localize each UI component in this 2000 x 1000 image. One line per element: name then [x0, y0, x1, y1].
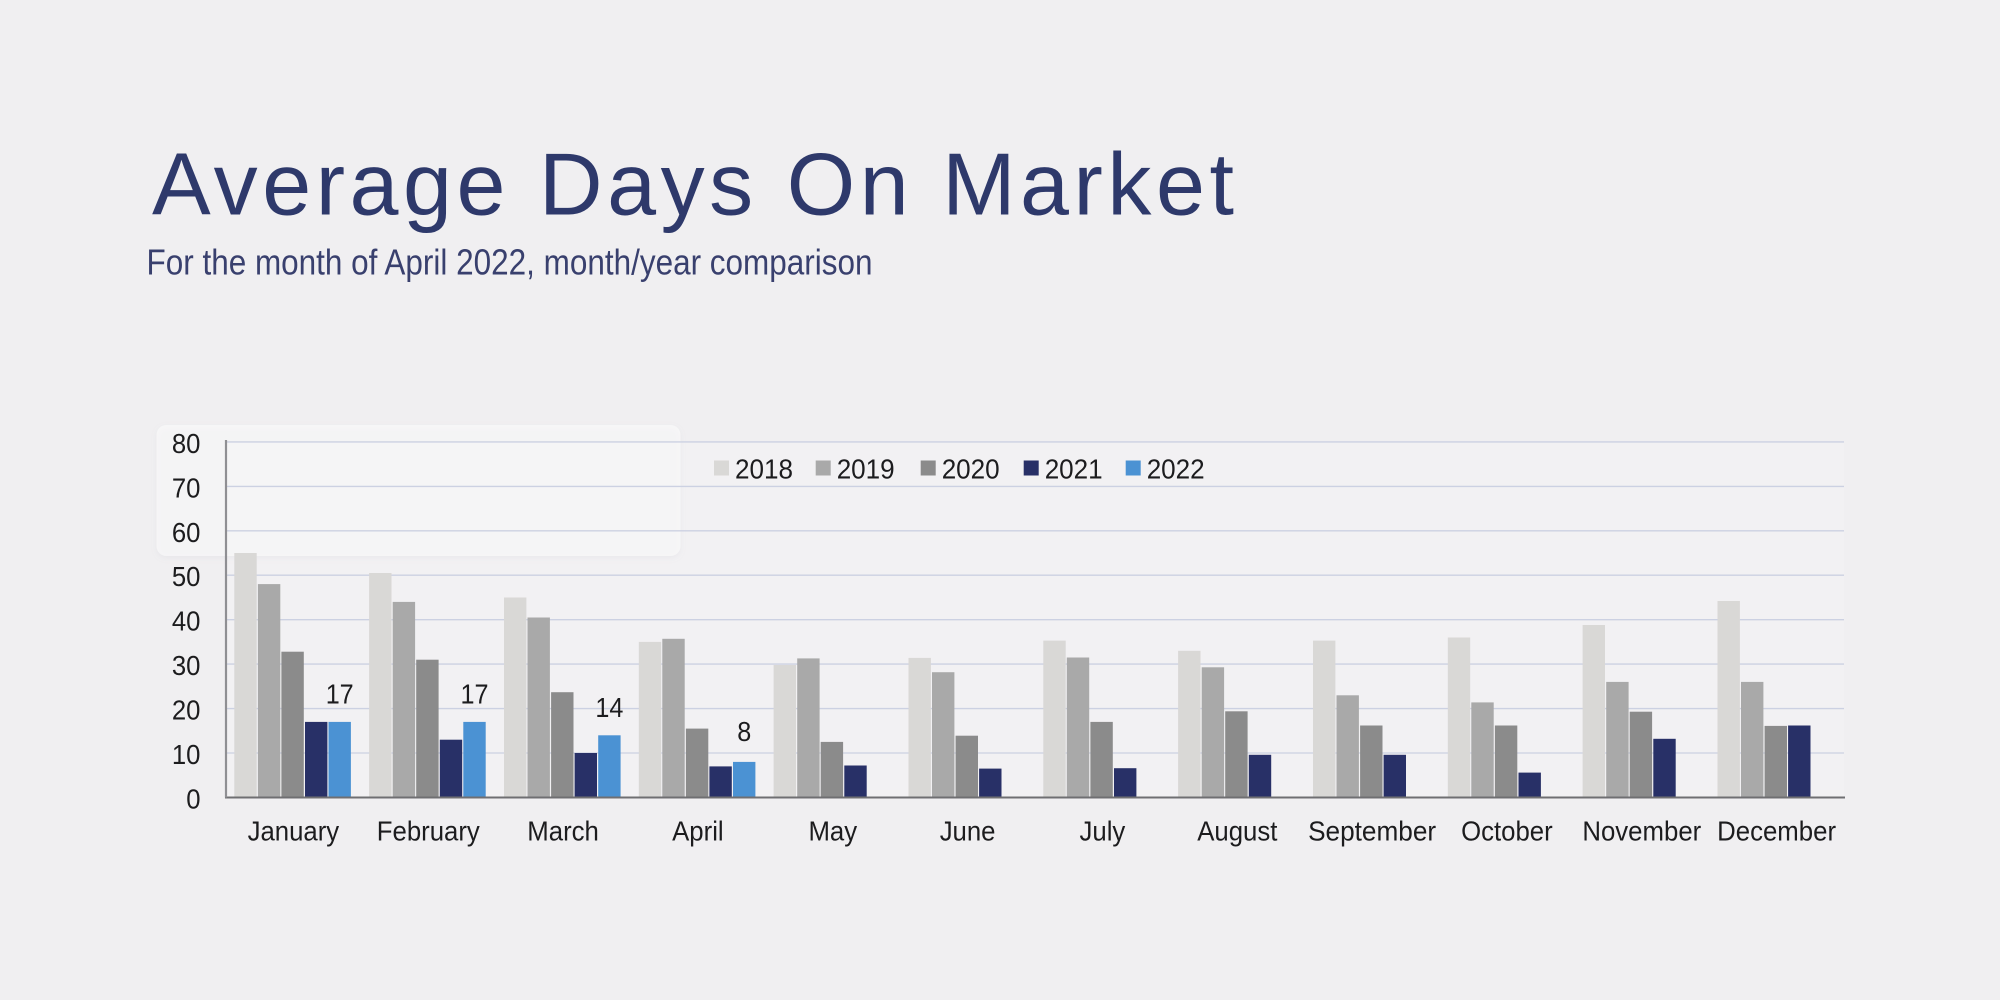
svg-text:40: 40 — [172, 606, 201, 637]
svg-text:October: October — [1461, 816, 1553, 847]
svg-text:2019: 2019 — [837, 454, 895, 485]
svg-text:10: 10 — [172, 739, 201, 770]
svg-text:8: 8 — [737, 716, 751, 747]
svg-text:80: 80 — [172, 428, 201, 459]
svg-text:June: June — [940, 816, 996, 847]
svg-text:30: 30 — [172, 650, 201, 681]
svg-text:For the month of April 2022, m: For the month of April 2022, month/year … — [147, 242, 873, 283]
svg-text:50: 50 — [172, 561, 201, 592]
svg-text:2020: 2020 — [942, 454, 1000, 485]
svg-text:14: 14 — [595, 692, 623, 723]
svg-text:July: July — [1080, 816, 1126, 847]
svg-text:Average Days On Market: Average Days On Market — [152, 135, 1238, 234]
svg-text:0: 0 — [186, 784, 200, 815]
svg-text:September: September — [1308, 816, 1436, 847]
svg-text:2021: 2021 — [1045, 454, 1103, 485]
svg-text:17: 17 — [326, 678, 354, 709]
svg-text:February: February — [377, 816, 480, 847]
svg-text:December: December — [1717, 816, 1836, 847]
svg-text:17: 17 — [461, 678, 489, 709]
svg-text:60: 60 — [172, 517, 201, 548]
svg-text:May: May — [808, 816, 857, 847]
svg-text:2018: 2018 — [735, 454, 793, 485]
svg-text:March: March — [527, 816, 599, 847]
svg-text:November: November — [1582, 816, 1701, 847]
svg-text:70: 70 — [172, 472, 201, 503]
svg-text:20: 20 — [172, 695, 201, 726]
svg-text:January: January — [248, 816, 340, 847]
svg-text:April: April — [672, 816, 724, 847]
svg-text:August: August — [1197, 816, 1277, 847]
svg-text:2022: 2022 — [1147, 454, 1205, 485]
